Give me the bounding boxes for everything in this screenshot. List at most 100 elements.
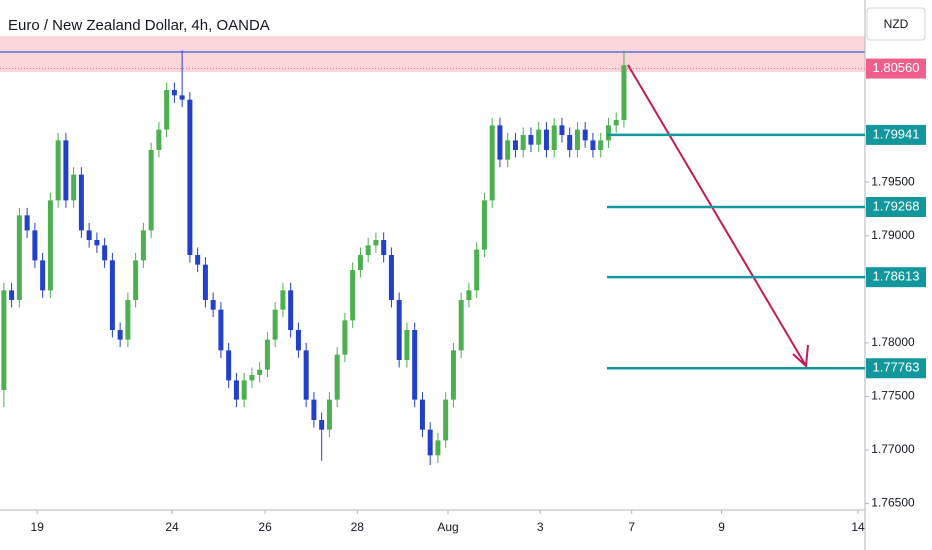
level-label: 1.79941 bbox=[873, 126, 920, 141]
candle-body bbox=[32, 230, 38, 261]
candle-body bbox=[86, 230, 92, 240]
candle-body bbox=[148, 150, 154, 231]
candle-body bbox=[171, 90, 177, 96]
candle-body bbox=[117, 330, 123, 340]
candle-body bbox=[288, 290, 294, 330]
candle-body bbox=[567, 135, 573, 150]
candle-body bbox=[156, 129, 162, 150]
x-tick-label: 24 bbox=[165, 520, 179, 534]
arrow bbox=[627, 64, 807, 367]
candle-body bbox=[210, 300, 216, 310]
level-box bbox=[866, 124, 926, 145]
candle-body bbox=[257, 369, 263, 375]
candle-body bbox=[280, 290, 286, 310]
arrow-head bbox=[792, 344, 809, 369]
level-box bbox=[866, 267, 926, 288]
current-price-box bbox=[866, 58, 926, 79]
candle-body bbox=[450, 350, 456, 400]
y-tick-label: 1.77500 bbox=[871, 389, 915, 403]
marks-layer bbox=[1, 50, 627, 465]
candle-body bbox=[505, 140, 511, 160]
x-tick-label: 19 bbox=[31, 520, 45, 534]
candle-body bbox=[140, 230, 146, 261]
candle-body bbox=[613, 120, 619, 126]
candle-body bbox=[621, 65, 627, 120]
candle-body bbox=[381, 240, 387, 255]
y-tick-label: 1.76500 bbox=[871, 496, 915, 510]
candle-body bbox=[187, 99, 193, 256]
level-label: 1.79268 bbox=[873, 198, 920, 213]
candle-body bbox=[574, 129, 580, 150]
level-label: 1.77763 bbox=[873, 360, 920, 375]
candle-body bbox=[590, 140, 596, 150]
level-label: 1.78613 bbox=[873, 269, 920, 284]
candle-body bbox=[226, 350, 232, 381]
candle-body bbox=[528, 135, 534, 145]
candle-body bbox=[412, 330, 418, 400]
x-tick-label: Aug bbox=[437, 520, 458, 534]
candle-body bbox=[512, 140, 518, 150]
candle-body bbox=[373, 240, 379, 246]
candle-body bbox=[264, 339, 270, 370]
candle-body bbox=[311, 399, 317, 420]
candle-body bbox=[295, 330, 301, 351]
candle-body bbox=[350, 270, 356, 321]
x-tick-label: 28 bbox=[351, 520, 365, 534]
plot-layer bbox=[0, 36, 865, 72]
candle-body bbox=[427, 429, 433, 456]
candle-body bbox=[419, 399, 425, 430]
candle-body bbox=[497, 125, 503, 160]
candle-body bbox=[334, 354, 340, 400]
level-box bbox=[866, 358, 926, 379]
candle-body bbox=[55, 140, 61, 201]
candle-body bbox=[24, 215, 30, 231]
candle-body bbox=[396, 300, 402, 360]
candle-body bbox=[40, 260, 46, 291]
candle-body bbox=[489, 125, 495, 201]
candle-body bbox=[326, 399, 332, 430]
candle-body bbox=[357, 255, 363, 270]
candle-body bbox=[443, 399, 449, 441]
candle-body bbox=[233, 380, 239, 400]
x-tick-label: 3 bbox=[537, 520, 544, 534]
candle-body bbox=[78, 174, 84, 231]
candle-body bbox=[218, 309, 224, 351]
x-tick-label: 14 bbox=[851, 520, 865, 534]
candle-body bbox=[536, 129, 542, 145]
x-tick-label: 9 bbox=[718, 520, 725, 534]
y-tick-label: 1.78000 bbox=[871, 335, 915, 349]
candle-body bbox=[303, 350, 309, 400]
candle-body bbox=[365, 245, 371, 255]
candle-body bbox=[435, 440, 441, 456]
candle-body bbox=[481, 200, 487, 250]
x-tick-label: 7 bbox=[628, 520, 635, 534]
candle-body bbox=[241, 380, 247, 400]
candle-body bbox=[598, 140, 604, 150]
candle-body bbox=[1, 290, 7, 390]
candle-body bbox=[47, 200, 53, 291]
candle-body bbox=[458, 300, 464, 351]
candle-body bbox=[543, 129, 549, 150]
chart-title: Euro / New Zealand Dollar, 4h, OANDA bbox=[8, 17, 270, 34]
candle-body bbox=[342, 320, 348, 355]
candle-body bbox=[404, 330, 410, 360]
candle-body bbox=[319, 420, 325, 430]
candle-body bbox=[63, 140, 69, 201]
level-box bbox=[866, 197, 926, 217]
candle-body bbox=[605, 125, 611, 141]
currency-box bbox=[866, 7, 926, 41]
y-tick-label: 1.77000 bbox=[871, 442, 915, 456]
y-tick-label: 1.79000 bbox=[871, 228, 915, 242]
candle-body bbox=[179, 95, 185, 100]
candle-body bbox=[272, 309, 278, 340]
candle-body bbox=[582, 129, 588, 141]
candle-body bbox=[551, 125, 557, 150]
y-tick-label: 1.79500 bbox=[871, 174, 915, 188]
currency-label: NZD bbox=[884, 17, 909, 31]
x-tick-label: 26 bbox=[258, 520, 272, 534]
candle-body bbox=[466, 290, 472, 300]
resistance-zone bbox=[0, 36, 865, 72]
candle-body bbox=[109, 260, 115, 330]
